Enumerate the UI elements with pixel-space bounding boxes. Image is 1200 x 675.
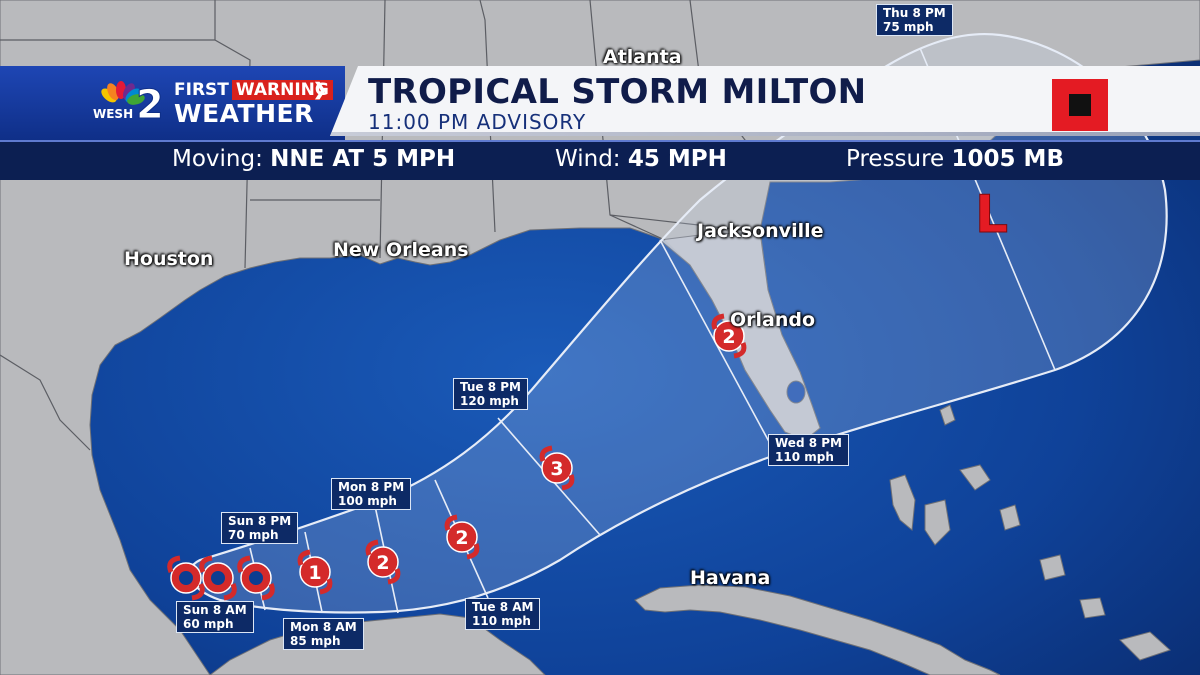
- moving-value: NNE AT 5 MPH: [270, 146, 456, 172]
- advisory-time: 11:00 PM ADVISORY: [368, 110, 587, 134]
- track-label-tue-8am: Tue 8 AM 110 mph: [465, 598, 541, 630]
- station-call-letters: WESH: [93, 107, 133, 121]
- track-wind: 120 mph: [460, 394, 519, 408]
- pressure-value: 1005 MB: [951, 146, 1064, 172]
- track-time: Mon 8 PM: [338, 480, 405, 494]
- track-label-thu-8pm: Thu 8 PM 75 mph: [876, 4, 953, 36]
- svg-text:2: 2: [455, 527, 468, 549]
- track-time: Sun 8 AM: [183, 603, 247, 617]
- yucatan: [209, 613, 546, 675]
- wesh-2-logo: WESH 2: [93, 81, 164, 126]
- track-time: Tue 8 PM: [460, 380, 521, 394]
- svg-text:1: 1: [308, 562, 321, 584]
- track-wind: 85 mph: [290, 634, 341, 648]
- track-wind: 75 mph: [883, 20, 934, 34]
- moving-info: Moving: NNE AT 5 MPH: [172, 146, 455, 172]
- pressure-info: Pressure 1005 MB: [846, 146, 1064, 172]
- track-wind: 110 mph: [472, 614, 531, 628]
- lake-okeechobee: [786, 380, 806, 404]
- storm-icon-cat2: 2: [365, 539, 401, 585]
- wind-value: 45 MPH: [627, 146, 727, 172]
- track-wind: 70 mph: [228, 528, 279, 542]
- track-time: Thu 8 PM: [883, 6, 946, 20]
- city-havana: Havana: [690, 567, 771, 589]
- track-wind: 60 mph: [183, 617, 234, 631]
- track-label-mon-8pm: Mon 8 PM 100 mph: [331, 478, 412, 510]
- storm-icons: 1 2 2 3 2: [167, 313, 747, 601]
- wind-label: Wind:: [555, 146, 621, 172]
- track-wind: 100 mph: [338, 494, 397, 508]
- storm-title: TROPICAL STORM MILTON: [368, 72, 867, 112]
- storm-icon: [237, 555, 275, 601]
- peacock-icon: [101, 81, 145, 105]
- chevron-right-icon: ❯: [313, 80, 328, 99]
- track-label-mon-8am: Mon 8 AM 85 mph: [283, 618, 364, 650]
- svg-text:3: 3: [550, 458, 563, 480]
- track-label-sun-8pm: Sun 8 PM 70 mph: [221, 512, 299, 544]
- bahamas: [889, 404, 1171, 661]
- track-time: Tue 8 AM: [472, 600, 534, 614]
- first-label: FIRST: [174, 80, 229, 100]
- storm-icon: [199, 555, 237, 601]
- storm-icon-cat3: 3: [539, 445, 575, 491]
- city-houston: Houston: [124, 248, 214, 270]
- live-indicator-icon: [1052, 79, 1108, 131]
- weather-label: WEATHER: [174, 99, 314, 128]
- svg-text:2: 2: [722, 326, 735, 348]
- first-warning-text: FIRST WARNING: [174, 80, 333, 100]
- storm-icon: [167, 555, 205, 601]
- city-new-orleans: New Orleans: [333, 239, 469, 261]
- wind-info: Wind: 45 MPH: [555, 146, 727, 172]
- cuba: [634, 584, 1001, 675]
- track-time: Mon 8 AM: [290, 620, 357, 634]
- track-label-tue-8pm: Tue 8 PM 120 mph: [453, 378, 528, 410]
- city-jacksonville: Jacksonville: [697, 220, 824, 242]
- city-atlanta: Atlanta: [603, 46, 682, 68]
- moving-label: Moving:: [172, 146, 263, 172]
- warning-label: WARNING: [231, 80, 333, 100]
- track-time: Wed 8 PM: [775, 436, 842, 450]
- track-wind: 110 mph: [775, 450, 834, 464]
- track-time: Sun 8 PM: [228, 514, 292, 528]
- low-pressure-marker: L: [975, 185, 1008, 245]
- channel-number: 2: [136, 82, 164, 126]
- storm-info-bar: Moving: NNE AT 5 MPH Wind: 45 MPH Pressu…: [0, 140, 1200, 180]
- storm-icon-cat2: 2: [444, 514, 480, 560]
- svg-text:2: 2: [376, 552, 389, 574]
- station-logo-block: [0, 66, 345, 140]
- pressure-label: Pressure: [846, 146, 945, 172]
- storm-icon-cat1: 1: [297, 549, 333, 595]
- track-label-wed-8pm: Wed 8 PM 110 mph: [768, 434, 849, 466]
- storm-icon-cat2: 2: [711, 313, 747, 359]
- city-orlando: Orlando: [730, 309, 816, 331]
- track-label-sun-8am: Sun 8 AM 60 mph: [176, 601, 254, 633]
